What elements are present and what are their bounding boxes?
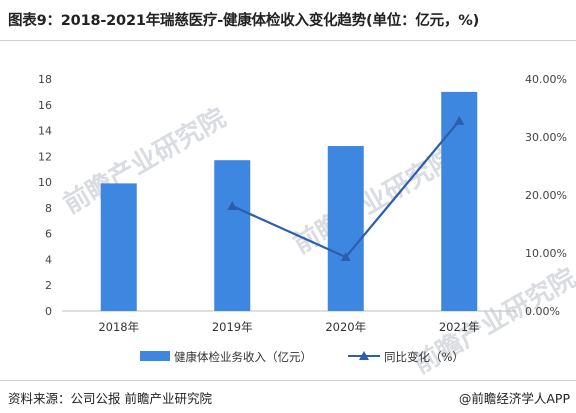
footer-divider (0, 380, 576, 381)
line-point (227, 201, 238, 211)
left-tick-label: 16 (38, 99, 52, 112)
right-tick-label: 0.00% (525, 305, 560, 318)
left-tick-label: 0 (45, 305, 52, 318)
left-tick-label: 12 (38, 150, 52, 163)
right-tick-label: 10.00% (525, 247, 567, 260)
left-tick-label: 8 (45, 202, 52, 215)
x-tick-label: 2020年 (325, 320, 366, 334)
x-axis-labels: 2018年 2019年 2020年 2021年 (98, 320, 479, 334)
left-tick-label: 18 (38, 73, 52, 86)
legend: 健康体检业务收入（亿元） 同比变化（%） (140, 350, 464, 364)
legend-line-label: 同比变化（%） (384, 350, 464, 364)
bar (441, 91, 478, 311)
right-axis-ticks: 0.00% 10.00% 20.00% 30.00% 40.00% (525, 73, 567, 318)
bar-series (100, 91, 478, 311)
legend-line-marker (359, 351, 369, 360)
right-tick-label: 40.00% (525, 73, 567, 86)
x-tick-label: 2019年 (212, 320, 253, 334)
legend-bar-label: 健康体检业务收入（亿元） (174, 350, 312, 364)
x-tick-label: 2021年 (439, 320, 480, 334)
right-tick-label: 20.00% (525, 189, 567, 202)
line-point (340, 252, 351, 262)
left-tick-label: 10 (38, 176, 52, 189)
left-tick-label: 4 (45, 253, 52, 266)
left-tick-label: 14 (38, 125, 52, 138)
source-note: 资料来源：公司公报 前瞻产业研究院 (8, 391, 212, 406)
chart-title: 图表9：2018-2021年瑞慈医疗-健康体检收入变化趋势(单位：亿元，%) (8, 13, 480, 29)
title-divider (0, 40, 576, 41)
x-tick-label: 2018年 (98, 320, 139, 334)
watermark-text: 前瞻产业研究院 (58, 102, 231, 220)
bar (327, 146, 364, 311)
left-tick-label: 6 (45, 228, 52, 241)
bar (214, 160, 251, 311)
brand-note: @前瞻经济学人APP (458, 391, 570, 406)
bar (100, 183, 137, 311)
legend-bar-swatch (140, 351, 170, 361)
left-tick-label: 2 (45, 279, 52, 292)
left-axis-ticks: 0 2 4 6 8 10 12 14 16 18 (38, 73, 52, 318)
line-point (454, 115, 465, 125)
line-series (227, 115, 465, 262)
right-tick-label: 30.00% (525, 131, 567, 144)
